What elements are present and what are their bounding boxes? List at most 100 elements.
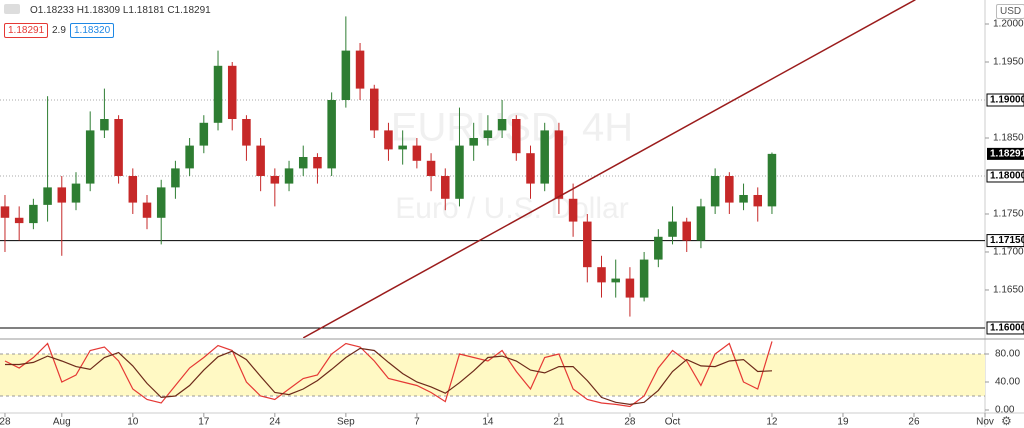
x-tick-label: 21: [553, 417, 565, 427]
y-tick-label: 1.17000: [993, 247, 1024, 258]
y-tick-label: 1.18500: [993, 133, 1024, 144]
x-tick-label: Sep: [337, 417, 355, 427]
candle-body: [85, 130, 95, 184]
candle-body: [171, 168, 180, 188]
candle-body: [753, 194, 763, 207]
candle-body: [398, 145, 407, 150]
candle-body: [71, 183, 81, 203]
candle-body: [682, 221, 691, 241]
bid-price[interactable]: 1.18291: [4, 23, 49, 38]
candle-body: [469, 137, 478, 146]
candle-body: [369, 88, 379, 131]
x-tick-label: 28: [624, 417, 636, 427]
candle-body: [100, 118, 109, 131]
y-tick-label: 1.20000: [993, 19, 1024, 30]
candle-body: [611, 278, 620, 283]
ohlc-legend: O1.18233 H1.18309 L1.18181 C1.18291: [30, 5, 211, 16]
x-tick-label: 19: [837, 417, 849, 427]
oscillator-line: [4, 341, 773, 408]
candle-body: [512, 118, 521, 154]
x-tick-label: 7: [414, 417, 420, 427]
candle-body: [298, 156, 308, 169]
settings-icon[interactable]: ⚙: [1001, 414, 1012, 428]
candle-body: [156, 187, 166, 218]
candle-body: [355, 50, 365, 89]
x-tick-label: 17: [198, 417, 210, 427]
candles: [0, 16, 777, 317]
last-price-box: [987, 147, 1024, 160]
collapse-button[interactable]: [4, 4, 20, 14]
candle-body: [14, 217, 24, 224]
x-tick-label: 14: [482, 417, 494, 427]
candle-body: [142, 202, 152, 218]
candle-body: [725, 175, 734, 203]
level-label: 1.18000: [990, 171, 1024, 182]
candle-body: [227, 65, 237, 119]
candle-body: [654, 236, 663, 260]
osc-y-tick-label: 40.00: [995, 377, 1020, 388]
x-tick-label: Oct: [665, 417, 681, 427]
x-tick-label: 10: [127, 417, 139, 427]
candle-body: [185, 145, 194, 169]
candle-body: [43, 187, 52, 205]
watermark-description: Euro / U.S. Dollar: [395, 192, 628, 225]
x-tick-label: 28: [0, 417, 11, 427]
candle-body: [739, 194, 748, 203]
candle-body: [583, 221, 592, 268]
candle-body: [483, 130, 493, 138]
candle-body: [568, 198, 578, 222]
candle-body: [313, 156, 322, 169]
oscillator-line: [5, 347, 773, 406]
x-tick-label: 26: [908, 417, 920, 427]
ask-price[interactable]: 1.18320: [70, 23, 115, 38]
candle-body: [441, 175, 450, 199]
level-label-box: [986, 93, 1024, 107]
level-label: 1.16000: [990, 323, 1024, 334]
candle-body: [455, 145, 464, 199]
candle-body: [526, 153, 535, 184]
candle-body: [284, 168, 294, 184]
candle-body: [128, 175, 138, 203]
level-label: 1.17150: [990, 235, 1024, 246]
candle-body: [540, 130, 549, 184]
level-label-box: [986, 321, 1024, 335]
candle-body: [256, 145, 265, 176]
osc-y-tick-label: 80.00: [995, 349, 1020, 360]
currency[interactable]: USD: [996, 4, 1024, 19]
candle-body: [327, 100, 336, 169]
candle-body: [57, 187, 67, 203]
x-tick-label: Nov: [976, 417, 994, 427]
trend-line: [302, 0, 916, 338]
osc-y-tick-label: 0.00: [995, 405, 1015, 416]
oscillator-band: [0, 354, 985, 396]
level-label-box: [986, 234, 1024, 248]
candle-body: [0, 206, 10, 218]
candle-body: [710, 175, 720, 207]
watermark-symbol: EURUSD, 4H: [391, 106, 633, 150]
candle-body: [668, 221, 677, 237]
y-tick-label: 1.19500: [993, 57, 1024, 68]
x-tick-label: 12: [766, 417, 778, 427]
candle-body: [426, 160, 436, 176]
x-tick-label: 24: [269, 417, 281, 427]
candle-body: [597, 267, 606, 283]
level-label: 1.19000: [990, 95, 1024, 106]
candle-body: [625, 278, 635, 298]
candle-body: [412, 145, 422, 161]
candle-body: [114, 118, 123, 176]
candle-body: [242, 118, 251, 146]
candle-body: [497, 118, 507, 131]
candle-body: [639, 259, 649, 298]
last-price-label: 1.18291: [990, 149, 1024, 160]
spread: 2.9: [52, 25, 66, 36]
level-label-box: [986, 169, 1024, 183]
candle-body: [341, 50, 351, 101]
x-tick-label: Aug: [53, 417, 71, 427]
y-tick-label: 1.16500: [993, 285, 1024, 296]
candle-body: [199, 122, 209, 146]
candle-body: [767, 153, 777, 207]
candle-body: [696, 206, 706, 241]
candle-body: [270, 175, 280, 184]
